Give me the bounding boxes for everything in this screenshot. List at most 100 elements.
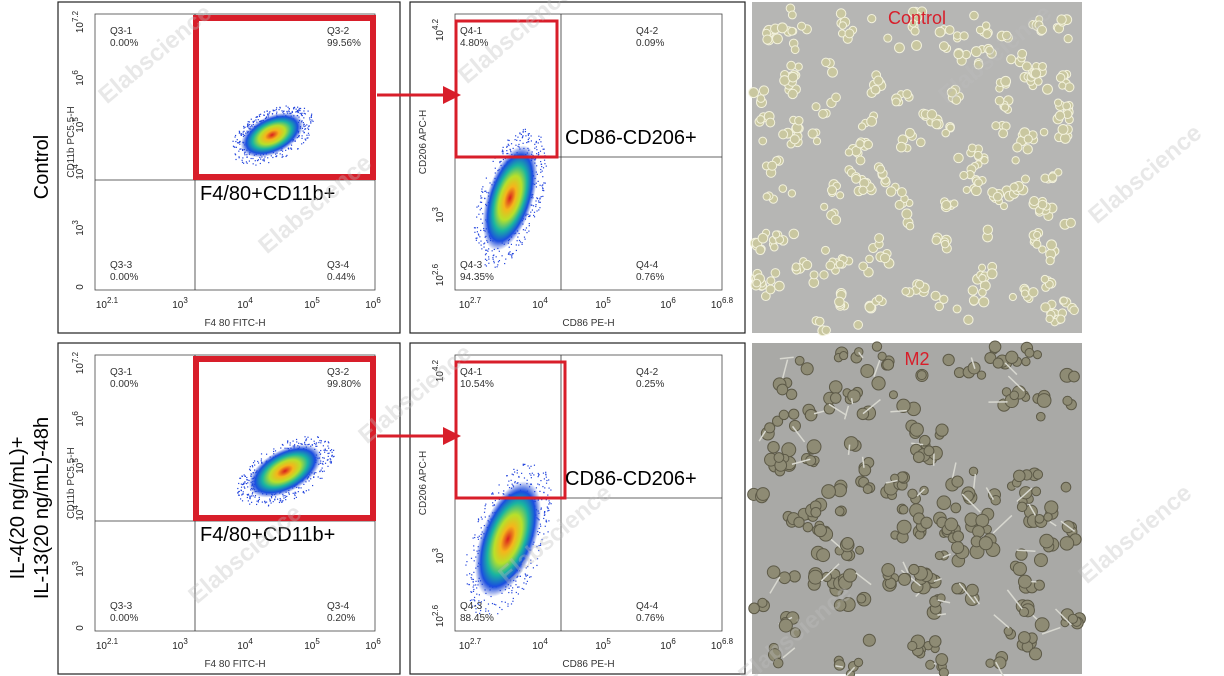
cell [953,152,964,164]
event-dot [472,537,474,539]
event-dot [466,583,468,585]
event-dot [475,239,478,241]
event-dot [501,608,503,611]
event-dot [267,157,269,159]
cell [770,268,781,278]
event-dot [491,250,493,252]
cell-process [1041,626,1061,635]
cell [1034,617,1050,633]
quadrant-name: Q3-3 [110,601,133,612]
event-dot [522,229,525,231]
event-dot [470,591,472,593]
event-dot [256,160,259,162]
event-dot [327,441,329,443]
event-dot [244,487,246,489]
tick-base: 10 [96,300,108,311]
event-dot [267,505,270,507]
event-dot [538,527,540,530]
event-dot [305,439,307,442]
event-dot [543,182,545,184]
event-dot [545,473,547,475]
cell [946,87,957,98]
event-dot [477,538,480,540]
event-dot [531,472,533,474]
event-dot [512,597,514,600]
event-dot [269,500,271,502]
event-dot [528,137,530,139]
event-dot [307,444,309,446]
event-dot [499,606,501,609]
event-dot [328,447,330,449]
event-dot [301,135,303,137]
tick-label: 105 [595,296,611,311]
event-dot [247,500,249,502]
tick-base: 10 [172,641,184,652]
cell [915,279,925,289]
cell [1038,61,1047,71]
event-dot [539,184,541,186]
y-axis-label: CD11b PC5.5-H [66,106,77,178]
gate [193,15,376,180]
tick-label: 104 [71,505,86,521]
event-dot [249,466,251,468]
event-dot [512,147,514,150]
event-dot [524,573,526,575]
cell [1040,302,1051,313]
event-dot [536,546,538,548]
event-dot [311,119,313,121]
event-dot [537,180,539,182]
event-dot [305,490,307,492]
cell [969,10,979,21]
event-dot [538,209,540,211]
event-dot [320,449,322,452]
event-dot [279,106,281,108]
cell [769,242,779,252]
tick-exp: 4 [248,296,253,305]
event-dot [238,141,240,143]
event-dot [506,146,508,148]
event-dot [533,464,536,466]
event-dot [306,124,308,126]
event-dot [255,119,257,121]
cell [830,214,842,226]
event-dot [255,164,257,166]
event-dot [300,113,303,115]
tick-label: 107.2 [71,10,86,33]
event-dot [305,139,307,141]
cell [934,26,946,38]
event-dot [295,496,297,498]
event-dot [238,130,240,132]
event-dot [468,583,470,586]
event-dot [517,145,519,147]
tick-base: 10 [237,300,249,311]
event-dot [239,131,241,133]
event-dot [474,604,476,607]
event-dot [479,201,482,203]
event-dot [296,441,298,443]
event-dot [273,448,275,450]
cell [765,284,776,295]
event-dot [320,440,322,442]
cell [881,563,896,577]
event-dot [541,165,543,168]
event-dot [533,216,536,218]
event-dot [307,137,309,139]
cell [871,341,883,352]
event-dot [508,252,510,254]
event-dot [515,584,517,586]
tick-exp: 6 [71,70,80,75]
event-dot [524,229,526,231]
cell [925,659,936,670]
cell [1005,350,1019,364]
event-dot [502,151,504,153]
event-dot [324,441,326,443]
quadrant-name: Q3-1 [110,367,133,378]
event-dot [239,143,241,145]
event-dot [529,576,531,578]
x-axis-label: F4 80 FITC-H [204,659,265,670]
event-dot [474,231,476,233]
event-dot [248,479,250,482]
density-cloud [482,145,538,251]
tick-label: 105 [304,637,320,652]
cell [1001,30,1012,41]
